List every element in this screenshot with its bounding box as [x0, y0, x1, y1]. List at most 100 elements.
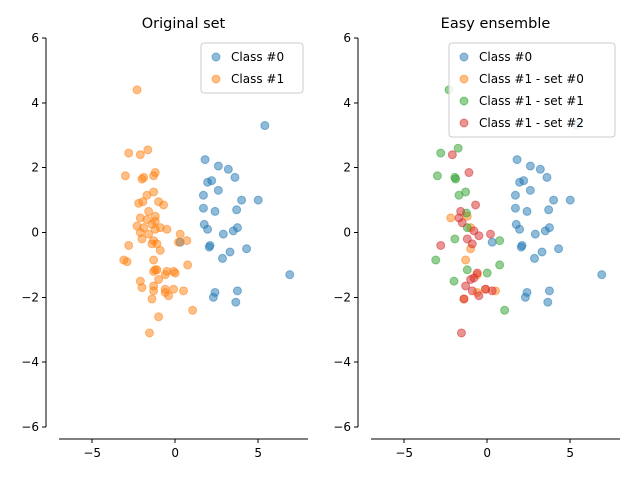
- data-point: [137, 234, 147, 244]
- legend-marker: [211, 74, 221, 84]
- data-point: [149, 171, 159, 181]
- data-point: [147, 294, 157, 304]
- data-point: [122, 257, 132, 267]
- data-point: [515, 177, 525, 187]
- data-point: [204, 242, 214, 252]
- data-point: [144, 229, 154, 239]
- series-3: [436, 150, 497, 338]
- x-tick-label: 5: [254, 446, 262, 460]
- data-point: [515, 224, 525, 234]
- data-point: [451, 174, 461, 184]
- data-point: [142, 190, 152, 200]
- data-point: [253, 195, 263, 205]
- data-point: [456, 328, 466, 338]
- legend-label: Class #0: [479, 50, 532, 64]
- legend-label: Class #0: [231, 50, 284, 64]
- data-point: [144, 328, 154, 338]
- data-point: [160, 270, 170, 280]
- data-point: [537, 247, 547, 257]
- data-point: [285, 270, 295, 280]
- series-0: [175, 121, 295, 307]
- data-point: [230, 172, 240, 182]
- data-point: [481, 284, 491, 294]
- y-tick-label: 6: [343, 31, 351, 45]
- legend-marker: [211, 52, 221, 62]
- chart-title: Original set: [142, 16, 226, 32]
- data-point: [450, 234, 460, 244]
- data-point: [535, 164, 545, 174]
- data-point: [597, 270, 607, 280]
- data-point: [149, 255, 159, 265]
- legend-frame: [448, 42, 616, 138]
- data-point: [510, 190, 520, 200]
- legend: Class #0 Class #1: [200, 42, 304, 94]
- data-point: [134, 198, 144, 208]
- legend-label: Class #1 - set #1: [479, 94, 584, 108]
- data-point: [137, 283, 147, 293]
- legend-marker: [459, 74, 469, 84]
- data-point: [228, 226, 238, 236]
- y-tick-label: 4: [31, 96, 39, 110]
- x-tick-label: 0: [483, 446, 491, 460]
- data-point: [120, 171, 130, 181]
- x-tick-label: −5: [395, 446, 413, 460]
- data-point: [143, 145, 153, 155]
- legend-marker: [459, 118, 469, 128]
- data-point: [139, 172, 149, 182]
- data-point: [495, 260, 505, 270]
- data-point: [124, 240, 134, 250]
- data-point: [147, 239, 157, 249]
- data-point: [471, 200, 481, 210]
- data-point: [432, 171, 442, 181]
- y-tick-label: 2: [31, 161, 39, 175]
- legend-label: Class #1 - set #0: [479, 72, 584, 86]
- y-tick-label: −4: [21, 355, 39, 369]
- data-point: [495, 236, 505, 246]
- data-point: [149, 286, 159, 296]
- data-point: [170, 268, 180, 278]
- y-tick-label: 4: [343, 96, 351, 110]
- data-point: [242, 244, 252, 254]
- data-point: [544, 286, 554, 296]
- y-tick-label: −2: [21, 290, 39, 304]
- data-point: [124, 148, 134, 158]
- data-point: [218, 253, 228, 263]
- data-point: [155, 245, 165, 255]
- data-point: [467, 286, 477, 296]
- data-point: [188, 305, 198, 315]
- data-point: [231, 297, 241, 307]
- series-0: [487, 121, 607, 307]
- data-point: [183, 260, 193, 270]
- y-tick-label: 0: [31, 226, 39, 240]
- data-point: [169, 284, 179, 294]
- data-point: [487, 237, 497, 247]
- data-point: [525, 185, 535, 195]
- data-point: [525, 161, 535, 171]
- data-point: [208, 292, 218, 302]
- data-point: [198, 190, 208, 200]
- data-point: [467, 239, 477, 249]
- y-tick-label: 6: [31, 31, 39, 45]
- data-point: [453, 143, 463, 153]
- data-point: [461, 281, 471, 291]
- data-point: [510, 203, 520, 213]
- data-point: [461, 187, 471, 197]
- data-point: [431, 255, 441, 265]
- data-point: [232, 286, 242, 296]
- data-point: [218, 229, 228, 239]
- data-point: [213, 161, 223, 171]
- data-point: [540, 226, 550, 236]
- data-point: [530, 229, 540, 239]
- data-point: [162, 224, 172, 234]
- data-point: [449, 276, 459, 286]
- data-point: [182, 236, 192, 246]
- data-point: [474, 231, 484, 241]
- data-point: [159, 200, 169, 210]
- y-tick-label: 2: [343, 161, 351, 175]
- data-point: [459, 294, 469, 304]
- data-point: [474, 291, 484, 301]
- data-point: [203, 224, 213, 234]
- data-point: [464, 168, 474, 178]
- y-tick-label: −4: [333, 355, 351, 369]
